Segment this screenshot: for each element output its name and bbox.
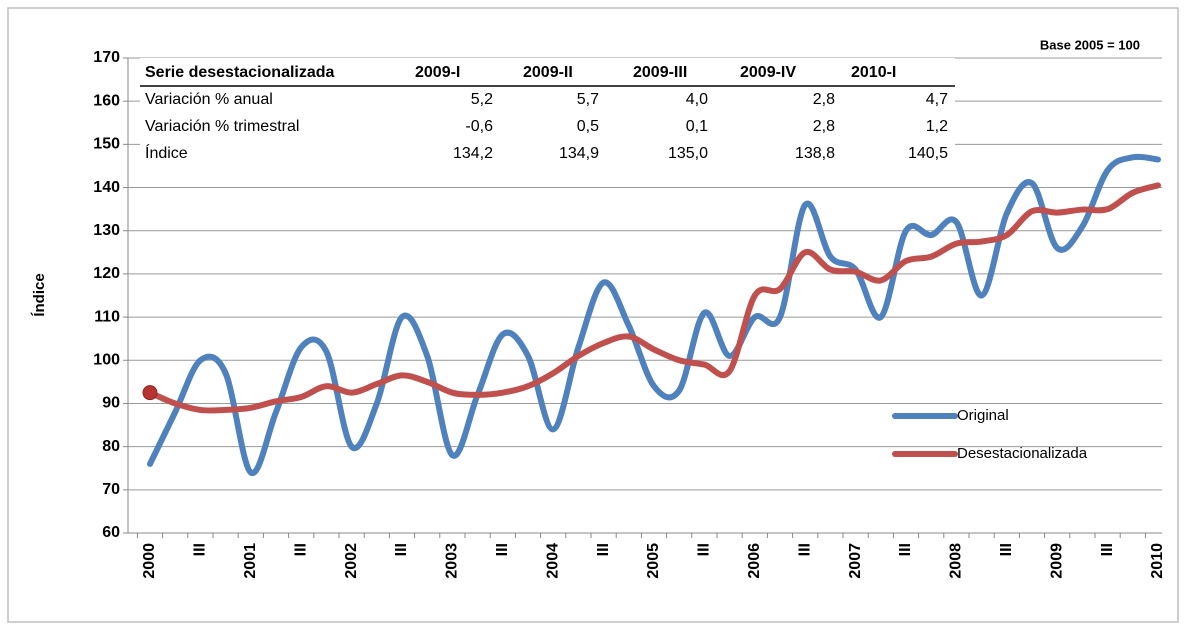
table-cell: 134,9 xyxy=(559,145,599,162)
table-cell: 138,8 xyxy=(795,145,835,162)
table-cell: Índice xyxy=(145,143,188,162)
x-tick-label: 2002 xyxy=(343,543,360,579)
x-tick-label: III xyxy=(393,543,410,556)
table-cell: 0,1 xyxy=(686,118,708,135)
table-cell: 2,8 xyxy=(813,118,835,135)
x-tick-label: 2001 xyxy=(242,543,259,579)
table-cell: Variación % trimestral xyxy=(145,118,299,135)
data-line xyxy=(147,182,1161,414)
table-cell: 5,2 xyxy=(471,91,493,108)
y-tick-label: 170 xyxy=(93,49,120,66)
table-cell: 5,7 xyxy=(577,91,599,108)
table-cell: 134,2 xyxy=(453,145,493,162)
table-header: Serie desestacionalizada xyxy=(145,64,335,81)
data-line xyxy=(147,153,1161,476)
x-tick-label: III xyxy=(1099,543,1116,556)
x-tick-label: III xyxy=(897,543,914,556)
y-tick-label: 120 xyxy=(93,265,120,282)
x-tick-label: III xyxy=(998,543,1015,556)
x-tick-label: 2003 xyxy=(444,543,461,579)
table-cell: Variación % anual xyxy=(145,91,273,108)
table-cell: 1,2 xyxy=(926,118,948,135)
x-tick-label: 2009 xyxy=(1048,543,1065,579)
y-tick-label: 110 xyxy=(94,308,120,325)
x-tick-label: 2000 xyxy=(141,543,158,579)
table-header: 2009-I xyxy=(415,64,460,81)
table-header: 2009-IV xyxy=(740,64,796,81)
y-tick-label: 150 xyxy=(93,136,120,153)
x-tick-label: 2005 xyxy=(645,543,662,579)
legend-label: Desestacionalizada xyxy=(957,445,1088,462)
table-header: 2009-III xyxy=(633,64,687,81)
table-cell: 4,0 xyxy=(686,91,708,108)
y-tick-label: 70 xyxy=(102,481,120,498)
start-marker xyxy=(142,385,158,401)
y-tick-label: 100 xyxy=(93,351,120,368)
legend-label: Original xyxy=(957,407,1009,424)
x-tick-label: III xyxy=(292,543,309,556)
x-tick-label: 2004 xyxy=(544,543,561,579)
x-tick-label: 2008 xyxy=(948,543,965,579)
table-cell: 135,0 xyxy=(668,145,708,162)
y-tick-label: 140 xyxy=(93,179,120,196)
table-header: 2009-II xyxy=(523,64,573,81)
y-axis-label: Índice xyxy=(31,273,48,316)
x-tick-label: 2010 xyxy=(1149,543,1166,579)
table-cell: 2,8 xyxy=(813,91,835,108)
x-tick-label: 2006 xyxy=(746,543,763,579)
y-tick-label: 80 xyxy=(102,438,120,455)
x-tick-label: III xyxy=(796,543,813,556)
table-cell: 140,5 xyxy=(908,145,948,162)
y-tick-label: 160 xyxy=(93,92,120,109)
table-cell: 0,5 xyxy=(577,118,599,135)
table-cell: -0,6 xyxy=(465,118,493,135)
x-tick-label: III xyxy=(494,543,511,556)
x-tick-label: 2007 xyxy=(847,543,864,579)
y-tick-label: 90 xyxy=(102,395,120,412)
x-tick-label: III xyxy=(595,543,612,556)
annotation: Base 2005 = 100 xyxy=(1040,37,1140,52)
table-background xyxy=(140,58,955,170)
x-tick-label: III xyxy=(192,543,209,556)
y-tick-label: 130 xyxy=(93,222,120,239)
table-cell: 4,7 xyxy=(926,91,948,108)
y-tick-label: 60 xyxy=(102,524,120,541)
x-tick-label: III xyxy=(696,543,713,556)
table-header: 2010-I xyxy=(851,64,896,81)
